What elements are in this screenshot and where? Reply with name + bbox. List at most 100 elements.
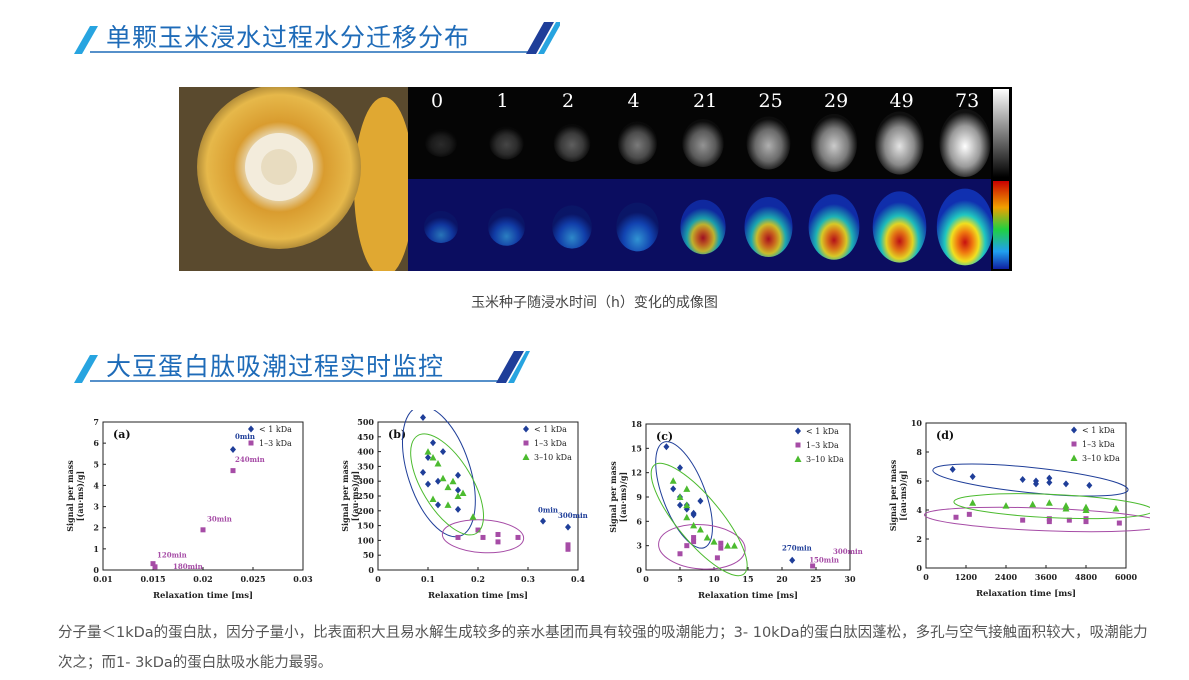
legend-label: 1–3 kDa [806,441,839,450]
grayscale-kernel [425,129,457,157]
data-point [676,493,684,500]
data-point [1033,480,1039,488]
data-point [683,501,691,509]
x-tick-label: 0.02 [193,574,212,584]
data-point [434,459,442,467]
y-axis-label: Signal per mass[(au·ms)/g] [340,460,360,532]
y-axis-label-unit: [(au·ms)/g] [350,471,360,521]
x-tick-label: 0 [923,572,929,582]
x-tick-label: 1200 [955,572,978,582]
data-point [230,468,236,474]
data-point [710,538,718,545]
annotation: 300min [558,511,588,520]
y-tick-label: 100 [357,535,374,545]
y-tick-label: 400 [357,447,374,457]
panel-label: (b) [388,428,406,441]
data-point [690,511,697,519]
x-tick-label: 4800 [1075,572,1098,582]
data-point [1112,505,1120,512]
legend-marker [522,453,530,460]
heatmap-kernel [808,194,860,260]
x-tick-label: 25 [810,574,821,584]
heatmap-kernel [616,202,659,252]
grayscale-kernel [682,119,724,167]
annotation: 180min [173,562,203,571]
data-point [495,531,501,537]
legend-label: 3–10 kDa [806,455,844,464]
data-point [455,486,461,494]
legend-label: 1–3 kDa [534,439,567,448]
cluster-ellipse [650,462,748,577]
y-axis-label: Signal per mass[(au·ms)/g] [65,460,85,532]
data-point [684,543,690,549]
corn-imaging-figure: 0 1 2 4 21 25 29 49 73 [179,87,1012,271]
data-point [683,513,691,521]
grayscale-kernel [617,121,658,165]
data-point [454,492,462,499]
legend-label: 1–3 kDa [259,439,292,448]
data-point [1045,499,1053,506]
y-tick-label: 1 [93,544,99,554]
grayscale-kernel [875,111,924,175]
section-title-text: 单颗玉米浸水过程水分迁移分布 [106,23,471,52]
cluster-ellipse [402,410,476,538]
legend-label: 3–10 kDa [1082,454,1120,463]
data-point [200,527,206,533]
y-tick-label: 6 [93,438,99,448]
data-point [1029,500,1037,508]
data-point [969,499,977,506]
data-point [697,497,704,505]
x-tick-label: 20 [776,574,788,584]
data-point [430,439,436,447]
data-point [459,489,467,497]
x-tick-label: 30 [844,574,856,584]
y-tick-label: 350 [357,461,374,471]
y-tick-label: 0 [916,563,922,573]
time-label: 49 [890,90,914,112]
y-tick-label: 15 [631,443,642,453]
data-point [435,477,441,485]
legend-marker [248,440,254,446]
y-tick-label: 18 [631,419,643,429]
x-tick-label: 0.1 [421,574,435,584]
data-point [718,545,724,551]
grayscale-kernel [939,109,991,177]
time-label: 4 [628,90,640,112]
heatmap-kernel [744,197,793,257]
y-tick-label: 450 [357,432,374,442]
data-point [730,542,738,549]
chart-b: 0 0.1 0.2 0.3 0.4 0 50 100 150 200 250 300 350 400 450… [340,410,588,601]
data-point [714,555,720,561]
legend-label: < 1 kDa [1082,426,1115,435]
data-point [435,501,441,509]
data-point [1062,502,1070,509]
y-tick-label: 50 [363,550,375,560]
time-label: 2 [562,90,574,112]
panel-label: (d) [936,429,954,442]
grayscale-kernel [810,114,858,172]
data-point [1020,517,1026,523]
annotation: 270min [782,544,812,553]
x-axis-label: Relaxation time [ms] [428,591,528,601]
y-tick-label: 10 [911,418,923,428]
data-point [1002,502,1010,509]
y-tick-label: 6 [916,476,922,486]
y-tick-label: 500 [357,417,374,427]
data-point [810,563,816,569]
legend-label: 3–10 kDa [534,453,572,462]
data-point [1083,519,1089,525]
cluster-ellipse [410,433,485,536]
x-tick-label: 0.025 [240,574,265,584]
annotation: 150min [809,556,839,565]
data-point [455,471,461,479]
heatmap-kernel [680,199,726,255]
annotation: 30min [207,514,232,523]
x-tick-label: 0.03 [293,574,313,584]
x-tick-label: 6000 [1115,572,1138,582]
chart-d: 0 1200 2400 3600 4800 6000 0 2 4 6 8 10 Relaxation t… [888,418,1150,599]
y-axis-label: Signal per mass[(au·ms)/g] [888,459,908,531]
x-tick-label: 15 [742,574,753,584]
y-tick-label: 0 [636,565,642,575]
time-label: 73 [955,90,979,112]
x-tick-label: 5 [677,574,683,584]
